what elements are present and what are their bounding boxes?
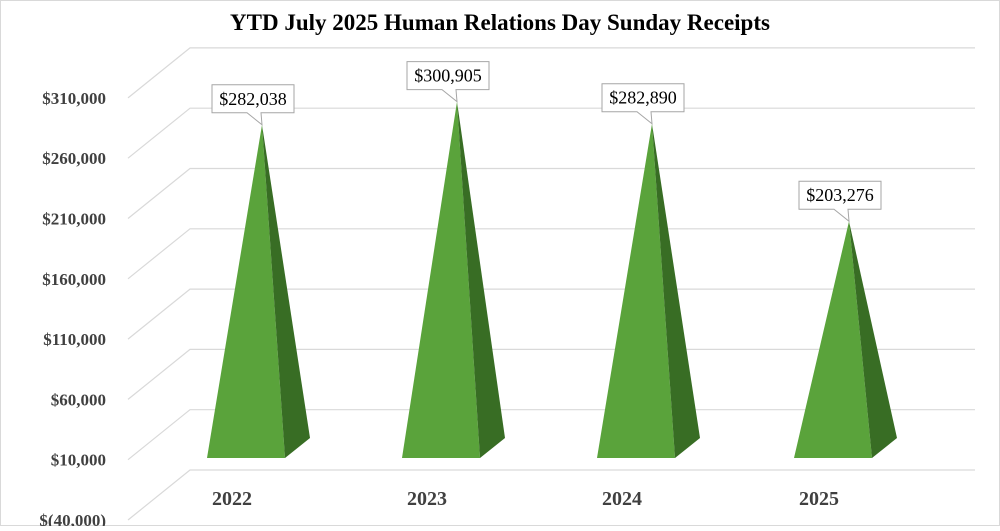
- y-tick-label: $110,000: [43, 330, 106, 349]
- y-tick-label: $260,000: [42, 149, 106, 168]
- gridline: [127, 167, 975, 219]
- x-tick-label: 2023: [407, 488, 447, 510]
- y-tick-label: $10,000: [51, 451, 106, 470]
- chart-title: YTD July 2025 Human Relations Day Sunday…: [230, 10, 770, 35]
- gridline: [127, 348, 975, 400]
- pyramid-front-2023: [402, 101, 480, 459]
- data-label: $203,276: [806, 185, 874, 205]
- data-label: $282,038: [219, 89, 287, 109]
- pyramid-side-2025: [849, 221, 897, 458]
- y-tick-label: $210,000: [42, 210, 106, 229]
- pyramid-front-2022: [207, 124, 285, 458]
- pyramid-side-2023: [457, 101, 505, 459]
- pyramid-front-2025: [794, 221, 872, 458]
- pyramid-side-2024: [652, 123, 700, 458]
- y-tick-label: $310,000: [42, 89, 106, 108]
- data-label-box: [211, 84, 295, 126]
- y-tick-label: $60,000: [51, 390, 106, 409]
- gridline: [127, 469, 975, 521]
- gridline: [127, 409, 975, 461]
- gridline: [127, 107, 975, 159]
- x-tick-label: 2025: [799, 488, 839, 510]
- data-label-box: [601, 83, 685, 125]
- data-label-box: [798, 180, 882, 223]
- y-tick-label: $(40,000): [39, 511, 106, 526]
- gridline: [127, 228, 975, 280]
- pyramid-front-2024: [597, 123, 675, 458]
- pyramid-side-2022: [262, 124, 310, 458]
- x-tick-label: 2024: [602, 488, 642, 510]
- y-tick-label: $160,000: [42, 270, 106, 289]
- data-label: $282,890: [609, 88, 677, 108]
- gridline: [127, 288, 975, 340]
- data-label-box: [406, 61, 490, 103]
- data-label: $300,905: [414, 66, 482, 86]
- gridline: [127, 47, 975, 99]
- x-tick-label: 2022: [212, 488, 252, 510]
